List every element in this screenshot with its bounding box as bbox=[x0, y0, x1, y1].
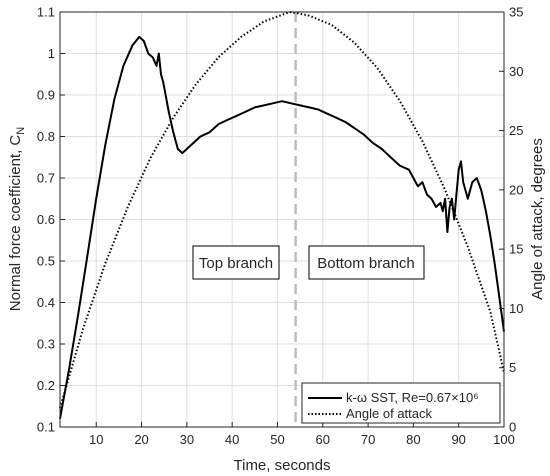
tick-label-x: 100 bbox=[493, 432, 515, 447]
tick-label-x: 10 bbox=[89, 432, 103, 447]
annotation-bottom-branch-box bbox=[308, 245, 425, 280]
tick-label-y-right: 25 bbox=[509, 123, 523, 138]
tick-label-y-left: 0.9 bbox=[37, 88, 55, 103]
tick-label-x: 60 bbox=[316, 432, 330, 447]
tick-label-y-right: 20 bbox=[509, 182, 523, 197]
tick-label-y-right: 5 bbox=[509, 360, 516, 375]
tick-label-x: 70 bbox=[361, 432, 375, 447]
tick-label-y-right: 10 bbox=[509, 301, 523, 316]
y-axis-left-label: Normal force coefficient, CN bbox=[7, 127, 27, 311]
tick-label-y-right: 0 bbox=[509, 420, 516, 435]
tick-label-x: 80 bbox=[406, 432, 420, 447]
tick-label-y-left: 0.5 bbox=[37, 254, 55, 269]
tick-label-x: 50 bbox=[270, 432, 284, 447]
tick-label-y-left: 0.3 bbox=[37, 337, 55, 352]
tick-label-y-left: 0.8 bbox=[37, 129, 55, 144]
tick-label-y-left: 1 bbox=[48, 46, 55, 61]
tick-label-x: 40 bbox=[225, 432, 239, 447]
tick-label-x: 90 bbox=[451, 432, 465, 447]
legend-label-2: Angle of attack bbox=[346, 406, 432, 421]
tick-label-y-right: 30 bbox=[509, 64, 523, 79]
x-axis-label: Time, seconds bbox=[234, 457, 331, 474]
series-line-normal-force bbox=[59, 35, 505, 419]
annotation-bottom-branch: Bottom branch bbox=[308, 245, 425, 280]
annotation-bottom-branch-text: Bottom branch bbox=[317, 255, 415, 272]
legend: k-ω SST, Re=0.67×10⁶ Angle of attack bbox=[301, 382, 501, 424]
tick-label-y-left: 1.1 bbox=[37, 5, 55, 20]
annotation-top-branch-box bbox=[192, 245, 280, 280]
legend-label-1: k-ω SST, Re=0.67×10⁶ bbox=[346, 390, 479, 405]
tick-label-y-left: 0.4 bbox=[37, 295, 55, 310]
tick-label-x: 30 bbox=[180, 432, 194, 447]
annotation-top-branch: Top branch bbox=[192, 245, 280, 280]
tick-label-y-right: 15 bbox=[509, 242, 523, 257]
ticks: 10 20 30 40 50 60 70 80 90 1000.10.20.30.40.50.60… bbox=[37, 5, 524, 448]
y-axis-left-label-main: Normal force coefficient, C bbox=[7, 135, 24, 312]
series-group bbox=[59, 11, 505, 419]
tick-label-y-left: 0.7 bbox=[37, 171, 55, 186]
legend-box bbox=[301, 382, 501, 424]
y-axis-right-label: Angle of attack, degrees bbox=[529, 138, 546, 300]
y-axis-left-label-subscript: N bbox=[15, 127, 27, 135]
tick-label-y-left: 0.1 bbox=[37, 420, 55, 435]
tick-label-y-right: 35 bbox=[509, 5, 523, 20]
annotation-top-branch-text: Top branch bbox=[199, 255, 273, 272]
tick-label-y-left: 0.2 bbox=[37, 378, 55, 393]
tick-label-x: 20 bbox=[134, 432, 148, 447]
tick-label-y-left: 0.6 bbox=[37, 212, 55, 227]
